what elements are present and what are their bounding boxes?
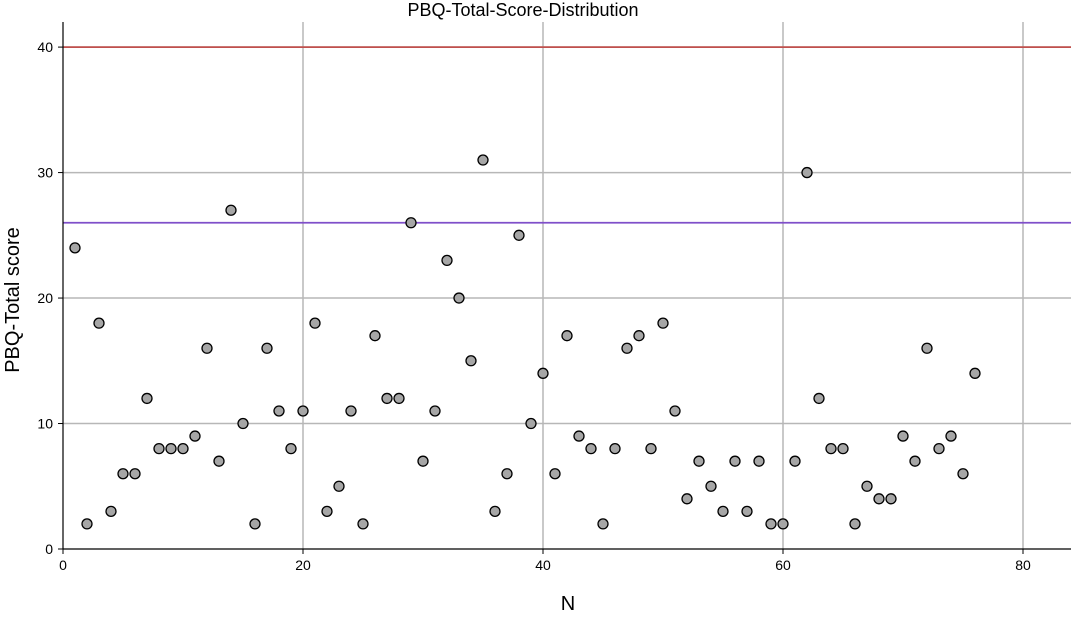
- data-point: [465, 355, 477, 367]
- data-point: [909, 455, 921, 467]
- data-point: [69, 242, 81, 254]
- data-point: [249, 518, 261, 530]
- data-point: [441, 254, 453, 267]
- y-tick-label: 20: [37, 290, 53, 306]
- data-point: [393, 392, 405, 405]
- data-point: [717, 505, 729, 518]
- data-point: [897, 430, 909, 442]
- data-point: [585, 442, 597, 455]
- data-point: [885, 493, 897, 505]
- data-point: [357, 518, 369, 530]
- data-point: [657, 317, 669, 329]
- data-point: [561, 330, 573, 342]
- data-point: [597, 518, 609, 530]
- data-point: [801, 166, 813, 179]
- y-axis-label: PBQ-Total score: [2, 227, 24, 373]
- axes: [58, 22, 1071, 554]
- data-point: [765, 518, 777, 530]
- data-point: [417, 455, 429, 467]
- data-point: [729, 455, 741, 467]
- y-tick-label: 40: [37, 39, 53, 55]
- data-point: [537, 367, 549, 379]
- data-point: [837, 442, 849, 455]
- data-point: [321, 505, 333, 518]
- data-point: [609, 442, 621, 455]
- data-point: [873, 493, 885, 505]
- x-axis-label: N: [561, 593, 575, 615]
- data-points: [69, 154, 981, 530]
- data-point: [957, 468, 969, 480]
- data-point: [549, 468, 561, 480]
- data-point: [741, 505, 753, 518]
- data-point: [405, 217, 417, 229]
- data-point: [477, 154, 489, 166]
- data-point: [681, 493, 693, 505]
- data-point: [105, 505, 117, 518]
- data-point: [945, 430, 957, 442]
- data-point: [189, 430, 201, 442]
- data-point: [969, 367, 981, 379]
- data-point: [201, 342, 213, 354]
- data-point: [645, 442, 657, 455]
- data-point: [165, 442, 177, 455]
- data-point: [309, 317, 321, 329]
- data-point: [813, 392, 825, 405]
- data-point: [753, 455, 765, 467]
- data-point: [345, 405, 357, 417]
- data-point: [705, 480, 717, 492]
- y-tick-label: 0: [45, 541, 53, 557]
- data-point: [177, 442, 189, 455]
- x-tick-label: 20: [295, 557, 311, 573]
- data-point: [369, 330, 381, 342]
- data-point: [789, 455, 801, 467]
- data-point: [693, 455, 705, 467]
- data-point: [261, 342, 273, 354]
- data-point: [93, 317, 105, 329]
- x-tick-label: 40: [535, 557, 551, 573]
- data-point: [621, 342, 633, 354]
- data-point: [333, 480, 345, 492]
- y-tick-label: 30: [37, 165, 53, 181]
- chart-title: PBQ-Total-Score-Distribution: [407, 0, 638, 20]
- y-tick-label: 10: [37, 416, 53, 432]
- data-point: [381, 392, 393, 405]
- x-tick-label: 0: [59, 557, 67, 573]
- data-point: [285, 442, 297, 455]
- data-point: [237, 417, 249, 430]
- grid-lines: [63, 22, 1071, 549]
- x-tick-label: 60: [775, 557, 791, 573]
- data-point: [669, 405, 681, 417]
- tick-labels: 0 10 20 30 40 0 20 40 60 80: [37, 39, 1031, 573]
- data-point: [429, 405, 441, 417]
- data-point: [81, 518, 93, 530]
- data-point: [273, 405, 285, 417]
- data-point: [861, 480, 873, 492]
- data-point: [141, 392, 153, 405]
- reference-lines: [63, 46, 1071, 224]
- data-point: [777, 518, 789, 530]
- data-point: [573, 430, 585, 442]
- data-point: [297, 405, 309, 417]
- x-tick-label: 80: [1015, 557, 1031, 573]
- data-point: [129, 468, 141, 480]
- data-point: [213, 455, 225, 467]
- data-point: [849, 518, 861, 530]
- data-point: [489, 505, 501, 518]
- data-point: [225, 204, 237, 216]
- data-point: [825, 442, 837, 455]
- data-point: [525, 417, 537, 430]
- data-point: [501, 468, 513, 480]
- data-point: [513, 229, 525, 241]
- data-point: [117, 468, 129, 480]
- data-point: [633, 330, 645, 342]
- data-point: [933, 442, 945, 455]
- data-point: [921, 342, 933, 354]
- data-point: [153, 442, 165, 455]
- data-point: [453, 292, 465, 304]
